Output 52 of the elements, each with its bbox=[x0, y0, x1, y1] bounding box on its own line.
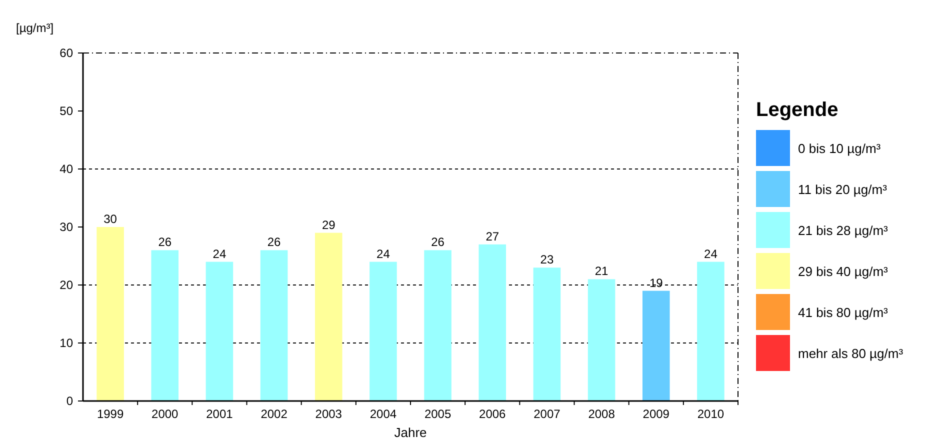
x-tick-label: 2002 bbox=[260, 407, 288, 421]
x-tick-label: 2010 bbox=[697, 407, 724, 421]
data-label: 24 bbox=[704, 246, 718, 261]
y-tick-label: 0 bbox=[66, 394, 74, 408]
y-tick-label: 30 bbox=[60, 220, 74, 234]
text: mehr als 80 µg/m³ bbox=[798, 346, 904, 361]
y-tick-label: 40 bbox=[60, 162, 74, 176]
data-label: 30 bbox=[104, 212, 118, 226]
y-tick-label: 10 bbox=[60, 336, 74, 350]
x-tick-label: 2005 bbox=[424, 407, 452, 421]
data-label: 19 bbox=[649, 276, 664, 290]
x-axis-title: Jahre bbox=[394, 425, 427, 439]
bar bbox=[260, 250, 288, 401]
x-tick-label: 1999 bbox=[96, 407, 124, 421]
bar bbox=[588, 279, 616, 401]
data-label: 21 bbox=[594, 264, 609, 278]
bar bbox=[151, 250, 179, 401]
y-tick-label: 50 bbox=[60, 104, 74, 118]
data-label: 26 bbox=[431, 235, 445, 250]
text: 21 bis 28 µg/m³ bbox=[798, 223, 889, 238]
data-label: 27 bbox=[486, 229, 500, 244]
x-tick-label: 2009 bbox=[642, 407, 670, 421]
text: 41 bis 80 µg/m³ bbox=[798, 305, 889, 320]
x-tick-label: 2006 bbox=[479, 407, 506, 421]
x-tick-label: 2000 bbox=[152, 407, 179, 421]
bar bbox=[533, 268, 561, 401]
bar bbox=[642, 290, 670, 401]
text: 0 bis 10 µg/m³ bbox=[798, 141, 882, 156]
data-label: 24 bbox=[376, 246, 390, 261]
text: Legende bbox=[756, 99, 838, 121]
data-label: 23 bbox=[540, 252, 554, 267]
y-tick-label: 20 bbox=[60, 278, 74, 292]
bar bbox=[697, 262, 724, 401]
y-axis-title: [µg/m³] bbox=[16, 21, 54, 35]
text: 29 bis 40 µg/m³ bbox=[798, 264, 889, 279]
bar bbox=[424, 250, 452, 401]
data-label: 24 bbox=[212, 246, 226, 261]
text: 11 bis 20 µg/m³ bbox=[798, 182, 888, 197]
y-tick-label: 60 bbox=[60, 46, 74, 60]
x-tick-label: 2003 bbox=[315, 407, 342, 421]
data-label: 26 bbox=[267, 235, 282, 250]
bar bbox=[370, 262, 397, 401]
bar bbox=[478, 244, 506, 401]
x-tick-label: 2001 bbox=[206, 407, 234, 421]
bar bbox=[314, 232, 342, 401]
x-tick-label: 2007 bbox=[534, 407, 561, 421]
data-label: 29 bbox=[322, 218, 336, 232]
x-tick-label: 2004 bbox=[370, 407, 397, 421]
x-tick-label: 2008 bbox=[588, 407, 616, 421]
data-label: 26 bbox=[158, 235, 172, 250]
bar bbox=[206, 262, 234, 401]
bar bbox=[96, 227, 124, 401]
